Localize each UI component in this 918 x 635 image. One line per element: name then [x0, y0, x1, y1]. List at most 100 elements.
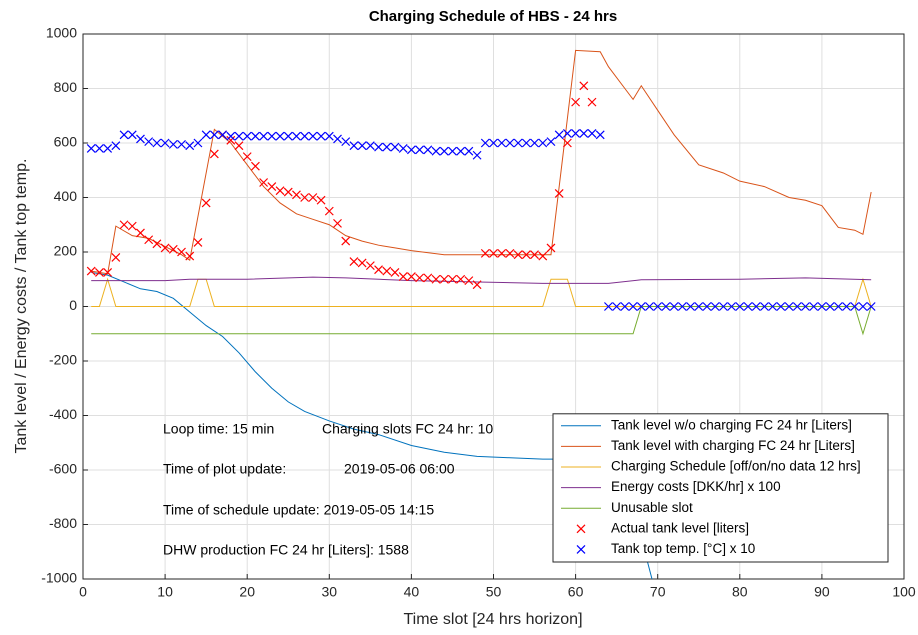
data-point: [193, 138, 203, 148]
data-point: [308, 131, 318, 141]
marker-stroke: [234, 131, 244, 141]
marker-stroke: [316, 131, 326, 141]
x-tick-label: 100: [892, 584, 916, 600]
data-point: [234, 141, 244, 151]
marker-stroke: [406, 145, 416, 155]
data-point: [546, 243, 556, 253]
x-tick-label: 40: [404, 584, 420, 600]
marker-stroke: [817, 302, 827, 311]
data-point: [456, 146, 466, 156]
x-tick-label: 10: [157, 584, 173, 600]
data-point: [669, 302, 679, 311]
data-point: [119, 130, 129, 140]
data-point: [480, 138, 490, 148]
data-point: [349, 257, 359, 266]
annotation: 2019-05-06 06:00: [344, 461, 455, 477]
data-point: [505, 138, 515, 148]
data-point: [144, 137, 154, 147]
marker-stroke: [661, 302, 671, 311]
marker-stroke: [193, 238, 203, 247]
data-point: [406, 272, 416, 281]
data-point: [86, 266, 96, 276]
data-point: [341, 236, 351, 246]
marker-stroke: [160, 243, 170, 253]
marker-stroke: [423, 145, 433, 155]
marker-stroke: [431, 274, 441, 284]
data-point: [464, 146, 474, 156]
data-point: [94, 268, 104, 277]
data-point: [751, 302, 761, 311]
marker-stroke: [587, 97, 597, 107]
data-point: [242, 131, 252, 141]
data-point: [259, 178, 269, 187]
data-point: [415, 273, 425, 283]
marker-stroke: [415, 145, 425, 155]
y-tick-label: 200: [54, 243, 78, 259]
marker-stroke: [168, 244, 178, 254]
data-point: [136, 228, 145, 238]
data-point: [530, 138, 539, 148]
annotation: Loop time: 15 min: [163, 421, 274, 437]
marker-stroke: [292, 131, 301, 141]
marker-stroke: [521, 138, 531, 148]
data-point: [292, 190, 301, 200]
data-point: [423, 273, 433, 283]
data-point: [136, 134, 145, 144]
data-point: [850, 302, 860, 311]
legend-label: Energy costs [DKK/hr] x 100: [611, 479, 781, 494]
marker-stroke: [185, 251, 195, 261]
marker-stroke: [620, 302, 630, 311]
data-point: [579, 129, 589, 138]
data-point: [735, 302, 745, 311]
marker-stroke: [349, 141, 359, 151]
marker-stroke: [456, 146, 466, 156]
marker-stroke: [439, 146, 449, 156]
data-point: [489, 248, 498, 258]
marker-stroke: [505, 138, 515, 148]
marker-stroke: [415, 273, 425, 283]
marker-stroke: [209, 130, 219, 140]
data-point: [784, 302, 794, 311]
x-tick-label: 60: [568, 584, 584, 600]
marker-stroke: [259, 131, 269, 141]
marker-stroke: [801, 302, 810, 311]
data-point: [489, 138, 498, 148]
marker-stroke: [431, 146, 441, 156]
marker-stroke: [735, 302, 745, 311]
marker-stroke: [250, 131, 260, 141]
marker-stroke: [267, 131, 277, 141]
data-point: [456, 274, 466, 284]
marker-stroke: [776, 302, 786, 311]
marker-stroke: [604, 302, 613, 311]
legend-label: Tank top temp. [°C] x 10: [611, 541, 755, 556]
plot-area: [86, 49, 876, 579]
marker-stroke: [127, 130, 137, 140]
marker-stroke: [324, 131, 334, 141]
marker-stroke: [768, 302, 778, 311]
marker-stroke: [275, 186, 285, 196]
marker-stroke: [686, 302, 695, 311]
data-point: [390, 268, 400, 277]
x-tick-label: 0: [79, 584, 87, 600]
data-point: [226, 135, 236, 145]
data-point: [103, 144, 113, 153]
y-tick-label: 1000: [46, 25, 77, 41]
marker-stroke: [250, 161, 260, 171]
data-point: [833, 302, 843, 311]
data-point: [292, 131, 301, 141]
data-point: [144, 235, 154, 245]
data-point: [168, 139, 178, 149]
data-point: [365, 261, 375, 271]
legend-label: Tank level with charging FC 24 hr [Liter…: [611, 438, 855, 453]
marker-stroke: [784, 302, 794, 311]
marker-stroke: [316, 195, 326, 205]
marker-stroke: [587, 129, 597, 138]
marker-stroke: [349, 257, 359, 266]
data-point: [497, 138, 507, 148]
marker-stroke: [267, 182, 277, 192]
data-point: [283, 131, 293, 141]
marker-stroke: [645, 302, 654, 311]
data-point: [718, 302, 728, 311]
data-point: [209, 130, 219, 140]
marker-stroke: [242, 131, 252, 141]
